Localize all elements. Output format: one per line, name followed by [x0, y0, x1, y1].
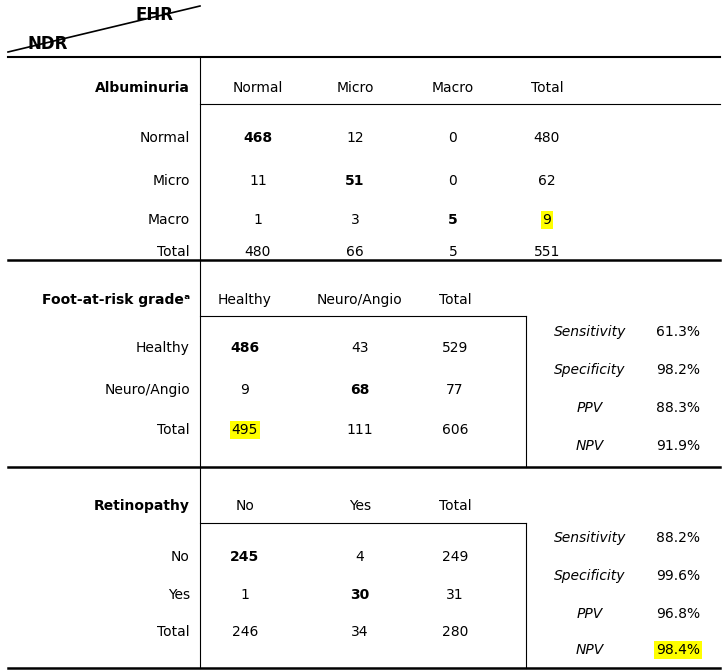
- Text: 9: 9: [542, 213, 552, 227]
- Text: 249: 249: [442, 550, 468, 564]
- Text: 51: 51: [345, 174, 365, 188]
- Text: Total: Total: [439, 293, 471, 307]
- Text: Micro: Micro: [336, 81, 374, 95]
- Text: 98.2%: 98.2%: [656, 363, 700, 377]
- Text: 245: 245: [231, 550, 260, 564]
- Text: Total: Total: [531, 81, 563, 95]
- Text: 43: 43: [351, 341, 369, 355]
- Text: 5: 5: [448, 213, 458, 227]
- Text: No: No: [236, 499, 254, 513]
- Text: Macro: Macro: [432, 81, 474, 95]
- Text: 606: 606: [442, 423, 468, 437]
- Text: Sensitivity: Sensitivity: [554, 531, 626, 545]
- Text: 480: 480: [245, 245, 271, 259]
- Text: Normal: Normal: [233, 81, 283, 95]
- Text: 96.8%: 96.8%: [656, 607, 700, 621]
- Text: 68: 68: [350, 383, 370, 397]
- Text: Retinopathy: Retinopathy: [94, 499, 190, 513]
- Text: PPV: PPV: [577, 607, 603, 621]
- Text: 4: 4: [356, 550, 365, 564]
- Text: 1: 1: [241, 588, 249, 602]
- Text: Specificity: Specificity: [554, 363, 626, 377]
- Text: 88.2%: 88.2%: [656, 531, 700, 545]
- Text: Yes: Yes: [349, 499, 371, 513]
- Text: 3: 3: [351, 213, 360, 227]
- Text: Specificity: Specificity: [554, 569, 626, 583]
- Text: 99.6%: 99.6%: [656, 569, 700, 583]
- Text: Sensitivity: Sensitivity: [554, 325, 626, 339]
- Text: 98.4%: 98.4%: [656, 643, 700, 657]
- Text: 486: 486: [231, 341, 260, 355]
- Text: 31: 31: [446, 588, 464, 602]
- Text: Neuro/Angio: Neuro/Angio: [104, 383, 190, 397]
- Text: 529: 529: [442, 341, 468, 355]
- Text: 62: 62: [538, 174, 556, 188]
- Text: Total: Total: [157, 245, 190, 259]
- Text: 280: 280: [442, 625, 468, 639]
- Text: 495: 495: [232, 423, 258, 437]
- Text: 11: 11: [249, 174, 267, 188]
- Text: 34: 34: [351, 625, 369, 639]
- Text: 9: 9: [241, 383, 249, 397]
- Text: Yes: Yes: [168, 588, 190, 602]
- Text: 5: 5: [449, 245, 457, 259]
- Text: Macro: Macro: [148, 213, 190, 227]
- Text: Normal: Normal: [140, 131, 190, 145]
- Text: 480: 480: [534, 131, 560, 145]
- Text: 111: 111: [347, 423, 373, 437]
- Text: 30: 30: [350, 588, 370, 602]
- Text: Healthy: Healthy: [136, 341, 190, 355]
- Text: 0: 0: [449, 131, 457, 145]
- Text: Healthy: Healthy: [218, 293, 272, 307]
- Text: Neuro/Angio: Neuro/Angio: [317, 293, 403, 307]
- Text: 61.3%: 61.3%: [656, 325, 700, 339]
- Text: NDR: NDR: [28, 35, 68, 53]
- Text: Albuminuria: Albuminuria: [95, 81, 190, 95]
- Text: 88.3%: 88.3%: [656, 401, 700, 415]
- Text: 551: 551: [534, 245, 560, 259]
- Text: EHR: EHR: [136, 6, 174, 24]
- Text: NPV: NPV: [576, 439, 604, 453]
- Text: NPV: NPV: [576, 643, 604, 657]
- Text: 91.9%: 91.9%: [656, 439, 700, 453]
- Text: No: No: [171, 550, 190, 564]
- Text: 66: 66: [346, 245, 364, 259]
- Text: 77: 77: [447, 383, 464, 397]
- Text: Total: Total: [439, 499, 471, 513]
- Text: 246: 246: [232, 625, 258, 639]
- Text: Micro: Micro: [152, 174, 190, 188]
- Text: Foot-at-risk gradeᵃ: Foot-at-risk gradeᵃ: [42, 293, 190, 307]
- Text: Total: Total: [157, 625, 190, 639]
- Text: 0: 0: [449, 174, 457, 188]
- Text: 1: 1: [254, 213, 262, 227]
- Text: 12: 12: [346, 131, 364, 145]
- Text: Total: Total: [157, 423, 190, 437]
- Text: PPV: PPV: [577, 401, 603, 415]
- Text: 468: 468: [244, 131, 273, 145]
